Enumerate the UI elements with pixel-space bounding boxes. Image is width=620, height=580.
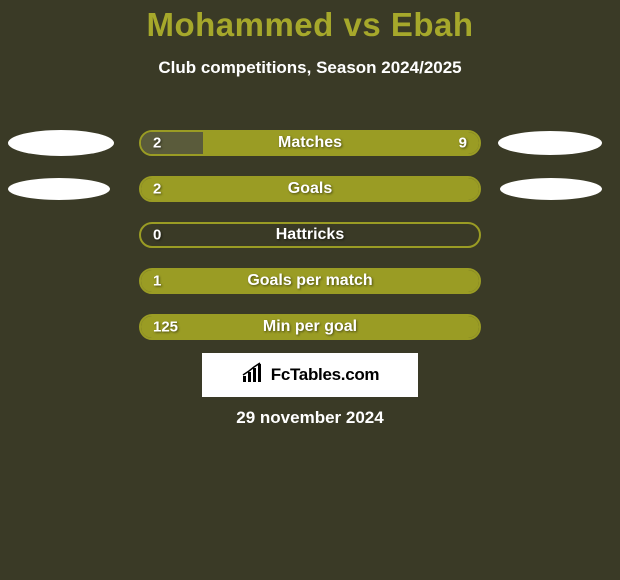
stat-value-left: 125 <box>153 319 178 336</box>
chart-icon <box>241 362 267 389</box>
player-right-marker <box>498 131 602 155</box>
stat-value-left: 2 <box>153 181 161 198</box>
stat-row: 1Goals per match <box>0 258 620 304</box>
subtitle: Club competitions, Season 2024/2025 <box>0 58 620 78</box>
stat-row: 29Matches <box>0 120 620 166</box>
player-left-marker <box>8 178 110 200</box>
stat-label: Hattricks <box>141 226 479 244</box>
stat-bar: 1Goals per match <box>139 268 481 294</box>
logo-text: FcTables.com <box>271 365 380 385</box>
logo-badge: FcTables.com <box>202 353 418 397</box>
stat-bar-left-fill <box>141 316 479 338</box>
stat-bar-left-fill <box>141 178 479 200</box>
stat-value-left: 2 <box>153 135 161 152</box>
stat-bar: 2Goals <box>139 176 481 202</box>
stat-value-left: 1 <box>153 273 161 290</box>
stat-row: 0Hattricks <box>0 212 620 258</box>
date-label: 29 november 2024 <box>0 408 620 428</box>
stat-value-left: 0 <box>153 227 161 244</box>
stat-bar-left-fill <box>141 132 203 154</box>
stat-row: 125Min per goal <box>0 304 620 350</box>
stat-bar: 29Matches <box>139 130 481 156</box>
stat-row: 2Goals <box>0 166 620 212</box>
stat-bar-left-fill <box>141 270 479 292</box>
stat-bar-right-fill <box>203 132 479 154</box>
stat-bars: 29Matches2Goals0Hattricks1Goals per matc… <box>0 120 620 350</box>
player-right-marker <box>500 178 602 200</box>
page-title: Mohammed vs Ebah <box>0 0 620 44</box>
stat-bar: 125Min per goal <box>139 314 481 340</box>
player-left-marker <box>8 130 114 156</box>
stat-value-right: 9 <box>459 135 467 152</box>
comparison-infographic: Mohammed vs Ebah Club competitions, Seas… <box>0 0 620 580</box>
stat-bar: 0Hattricks <box>139 222 481 248</box>
